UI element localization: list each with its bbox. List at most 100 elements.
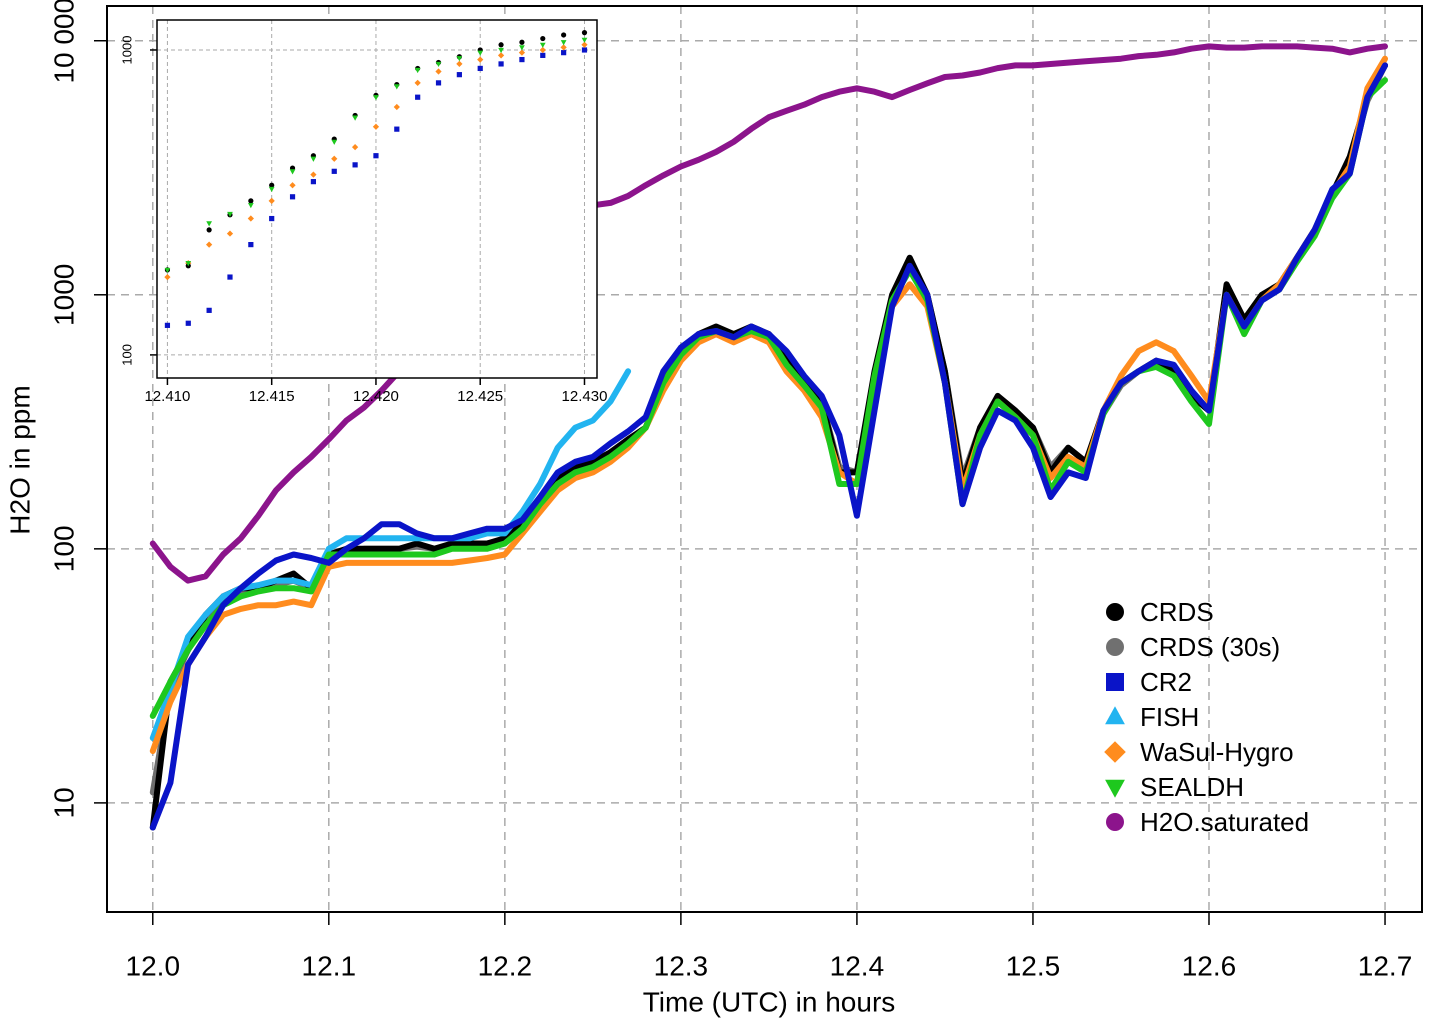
legend-marker	[1106, 603, 1124, 621]
data-point	[518, 49, 526, 56]
x-tick-label: 12.1	[302, 950, 357, 981]
plot-frame	[156, 19, 598, 379]
inset: 12.410 12.415 12.420 12.425 12.430 100 1000	[119, 19, 607, 405]
data-point	[289, 169, 296, 175]
data-point	[269, 182, 275, 188]
data-point	[519, 56, 525, 63]
data-point	[560, 40, 567, 46]
data-point	[373, 153, 379, 159]
legend-label: CR2	[1140, 667, 1192, 697]
legend-marker	[1106, 638, 1124, 656]
x-tick-label: 12.415	[249, 388, 295, 405]
x-tick-label: 12.410	[144, 388, 190, 405]
data-point	[247, 202, 254, 209]
data-point	[498, 42, 504, 48]
legend-label: SEALDH	[1140, 772, 1244, 802]
data-point	[331, 139, 338, 145]
data-point	[561, 50, 567, 56]
data-point	[435, 68, 442, 75]
data-point	[352, 162, 358, 168]
series-line	[149, 368, 632, 741]
x-tick-label: 12.420	[353, 388, 399, 405]
data-point	[456, 72, 462, 78]
data-point	[456, 60, 463, 68]
legend-marker	[1106, 813, 1124, 831]
legend-label: FISH	[1140, 702, 1199, 732]
data-point	[581, 37, 588, 43]
y-tick-label: 1000	[119, 36, 134, 65]
data-point	[498, 61, 504, 67]
data-point	[372, 123, 380, 130]
plot-frame	[106, 5, 1423, 913]
data-point	[248, 198, 254, 204]
main-plot: 12.0 12.1 12.2 12.3 12.4 12.5 12.6 12.7 10 100 100…	[48, 0, 1423, 981]
legend-marker	[1105, 706, 1125, 725]
data-point	[226, 230, 234, 237]
data-point	[393, 103, 400, 111]
data-point	[351, 144, 359, 151]
legend-marker	[1104, 741, 1126, 763]
data-point	[581, 41, 588, 48]
data-point	[477, 56, 484, 63]
data-point	[206, 307, 212, 313]
data-point	[248, 242, 254, 248]
plot-area	[164, 30, 588, 328]
data-point	[331, 168, 337, 174]
data-point	[373, 95, 379, 101]
x-tick-label: 12.425	[457, 388, 503, 405]
data-point	[414, 67, 421, 74]
data-point	[206, 241, 213, 248]
data-point	[206, 227, 212, 233]
x-tick-label: 12.4	[830, 950, 885, 981]
data-point	[289, 182, 296, 189]
data-point	[269, 215, 275, 222]
data-point	[185, 320, 191, 326]
inset-background	[157, 20, 597, 378]
data-point	[414, 79, 421, 86]
data-point	[268, 186, 275, 193]
y-tick-label: 1000	[48, 264, 79, 326]
data-point	[540, 35, 546, 42]
x-axis-label: Time (UTC) in hours	[643, 986, 896, 1017]
data-point	[227, 274, 233, 280]
data-point	[164, 322, 171, 328]
x-tick-label: 12.7	[1358, 950, 1413, 981]
data-point	[227, 211, 233, 218]
y-tick-label: 10 000	[48, 0, 79, 84]
data-point	[519, 39, 525, 45]
data-point	[310, 156, 317, 162]
y-axis-label: H2O in ppm	[4, 385, 35, 534]
data-point	[310, 171, 317, 178]
data-point	[560, 44, 567, 51]
data-point	[185, 261, 192, 267]
y-tick-label: 100	[119, 344, 134, 366]
legend-label: WaSul-Hygro	[1140, 737, 1294, 767]
data-point	[310, 179, 316, 185]
data-point	[497, 52, 505, 59]
data-point	[352, 115, 358, 121]
data-point	[415, 94, 421, 100]
data-point	[393, 84, 400, 90]
data-point	[394, 126, 400, 132]
data-point	[268, 197, 275, 204]
data-point	[477, 50, 484, 56]
data-point	[539, 42, 546, 48]
legend-marker	[1106, 673, 1124, 691]
data-point	[206, 221, 212, 227]
data-point	[581, 47, 588, 53]
x-tick-label: 12.0	[126, 950, 181, 981]
plot-area	[149, 43, 1388, 831]
data-point	[456, 56, 463, 62]
data-point	[164, 267, 171, 274]
data-point	[247, 215, 254, 222]
series-line	[149, 62, 1388, 831]
legend-label: CRDS (30s)	[1140, 632, 1280, 662]
legend-label: H2O.saturated	[1140, 807, 1309, 837]
x-tick-label: 12.2	[478, 950, 533, 981]
y-tick-label: 10	[48, 787, 79, 818]
y-tick-label: 100	[48, 525, 79, 572]
data-point	[519, 45, 525, 51]
data-point	[331, 155, 338, 162]
